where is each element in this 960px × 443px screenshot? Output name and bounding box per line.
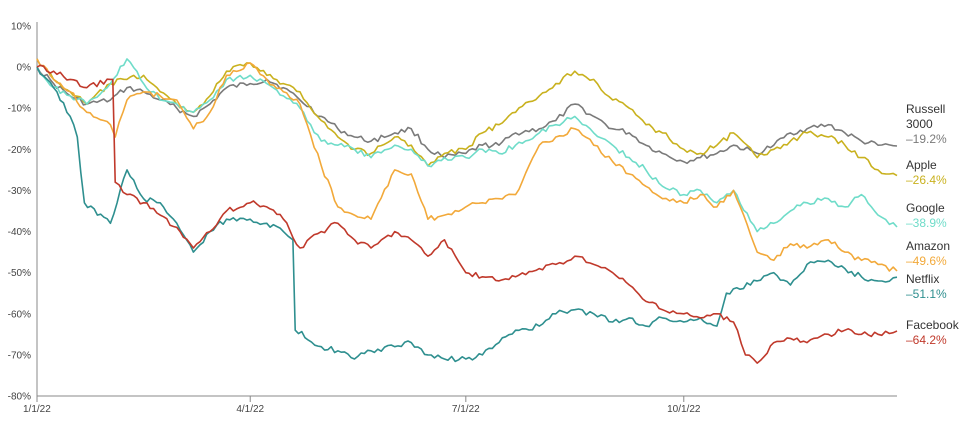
y-tick-label: 10% bbox=[11, 22, 31, 33]
series-line-facebook bbox=[36, 64, 898, 364]
series-name-label: 3000 bbox=[906, 117, 933, 131]
series-name-label: Russell bbox=[906, 102, 945, 116]
series-end-value-label: –64.2% bbox=[906, 333, 947, 347]
y-tick-label: -50% bbox=[8, 268, 31, 279]
series-end-value-label: –49.6% bbox=[906, 254, 947, 268]
y-tick-label: -40% bbox=[8, 227, 31, 238]
series-line-netflix bbox=[36, 66, 898, 363]
y-tick-label: -60% bbox=[8, 309, 31, 320]
series-lines bbox=[36, 58, 898, 364]
x-tick-label: 4/1/22 bbox=[236, 404, 264, 415]
x-axis: 1/1/22 4/1/22 7/1/22 10/1/22 bbox=[23, 395, 897, 415]
series-line-google bbox=[36, 58, 898, 233]
series-end-value-label: –38.9% bbox=[906, 216, 947, 230]
y-tick-label: -30% bbox=[8, 186, 31, 197]
series-end-value-label: –51.1% bbox=[906, 287, 947, 301]
series-name-label: Amazon bbox=[906, 239, 950, 253]
y-axis: 10% 0% -10% -20% -30% -40% -50% -60% -70% -80% bbox=[8, 22, 38, 403]
y-tick-label: -10% bbox=[8, 104, 31, 115]
series-name-label: Google bbox=[906, 201, 945, 215]
y-tick-label: -80% bbox=[8, 392, 31, 403]
series-end-value-label: –26.4% bbox=[906, 173, 947, 187]
x-tick-label: 7/1/22 bbox=[452, 404, 480, 415]
series-line-amazon bbox=[36, 58, 898, 272]
series-name-label: Apple bbox=[906, 158, 937, 172]
y-tick-label: -70% bbox=[8, 350, 31, 361]
series-end-value-label: –19.2% bbox=[906, 132, 947, 146]
y-tick-label: -20% bbox=[8, 145, 31, 156]
x-tick-label: 10/1/22 bbox=[667, 404, 701, 415]
series-name-label: Facebook bbox=[906, 318, 960, 332]
series-name-label: Netflix bbox=[906, 272, 939, 286]
x-tick-label: 1/1/22 bbox=[23, 404, 51, 415]
y-tick-label: 0% bbox=[17, 63, 32, 74]
